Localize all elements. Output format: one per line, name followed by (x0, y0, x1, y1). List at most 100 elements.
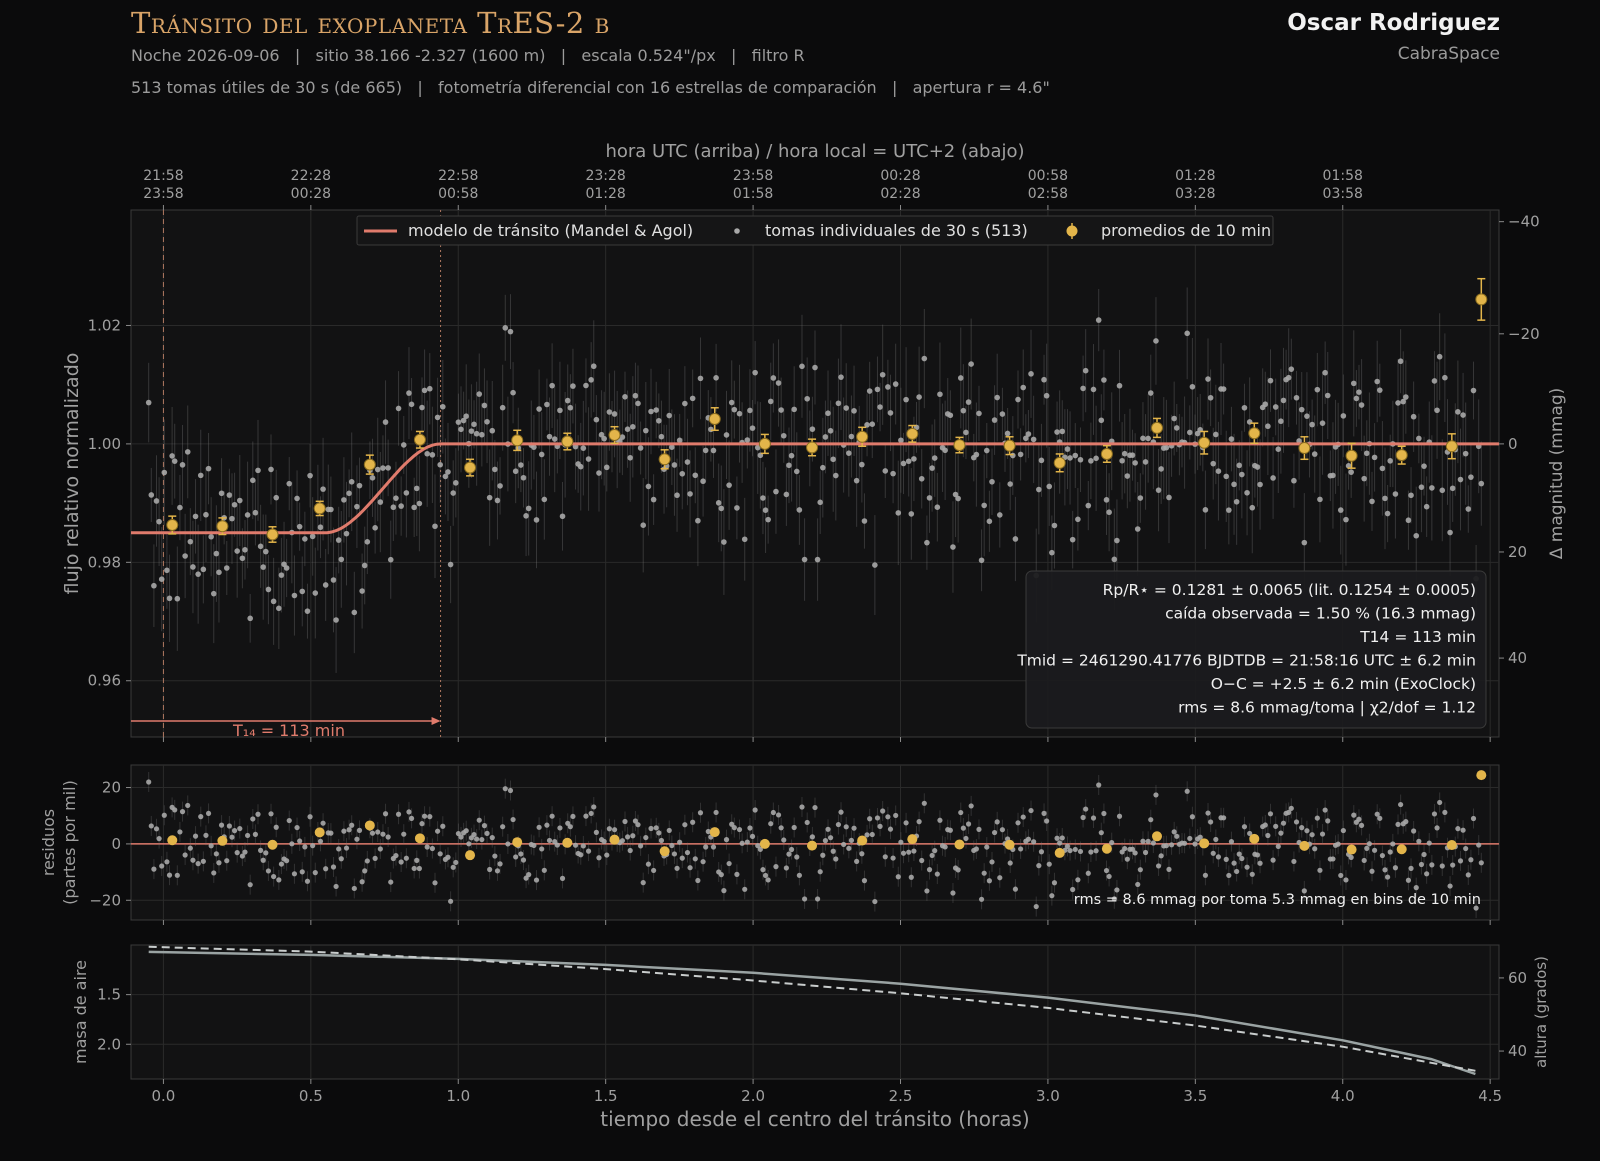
data-point (486, 494, 493, 501)
res-point (828, 835, 834, 841)
res-point (1208, 819, 1214, 825)
data-point (413, 485, 420, 492)
res-point (541, 867, 547, 873)
res-point (1434, 825, 1440, 831)
res-point (1273, 823, 1279, 829)
data-point (1395, 400, 1401, 406)
res-point (643, 834, 649, 841)
data-point (989, 478, 995, 485)
legend-frame (356, 215, 1274, 246)
res-point (578, 852, 584, 858)
data-point (533, 517, 540, 523)
data-point (551, 436, 558, 442)
res-point (195, 861, 201, 867)
res-point (606, 826, 612, 832)
data-point (179, 462, 186, 468)
y-right-axis-label: Δ magnitud (mmag) (1547, 388, 1567, 560)
data-point (637, 445, 644, 451)
res-point (963, 835, 969, 842)
data-point (1429, 485, 1435, 491)
res-point (1351, 812, 1357, 818)
data-point (1189, 383, 1196, 390)
data-point (1043, 392, 1050, 399)
data-point (682, 400, 688, 407)
data-point (156, 518, 162, 525)
res-point (1148, 817, 1154, 823)
data-point (957, 375, 964, 381)
res-point (1473, 905, 1479, 911)
res-point (1067, 847, 1073, 854)
res-point (310, 843, 316, 849)
data-point (557, 407, 563, 414)
res-point (1142, 849, 1149, 856)
data-point (294, 495, 300, 502)
data-point (1278, 418, 1284, 425)
data-point (1324, 392, 1331, 399)
res-bin-point (1054, 847, 1065, 858)
data-point (765, 516, 771, 523)
x-tick-label: 2.0 (741, 1087, 765, 1105)
res-point (1059, 835, 1065, 841)
data-point (1215, 468, 1222, 475)
stats-line: Rp/R⋆ = 0.1281 ± 0.0065 (lit. 0.1254 ± 0… (1103, 581, 1476, 599)
data-point (1410, 413, 1417, 420)
res-point (1153, 792, 1159, 798)
data-point (619, 434, 626, 440)
res-point (1408, 865, 1414, 871)
data-point (231, 501, 238, 508)
data-point (403, 490, 410, 496)
res-point (656, 830, 662, 836)
res-point (958, 809, 964, 816)
res-point (710, 844, 717, 850)
data-point (1317, 496, 1323, 503)
res-point (1020, 814, 1026, 820)
data-point (593, 416, 600, 423)
stats-line: T14 = 113 min (1359, 628, 1476, 646)
res-point (1077, 848, 1084, 855)
data-point (484, 418, 490, 425)
res-point (539, 846, 545, 852)
data-point (164, 567, 170, 574)
data-point (955, 495, 961, 502)
data-point (1163, 444, 1170, 451)
res-point (1299, 824, 1305, 831)
data-point (166, 595, 173, 602)
res-point (182, 852, 188, 858)
res-point (752, 807, 758, 813)
res-point (869, 831, 875, 838)
res-rms-annotation: rms = 8.6 mmag por toma 5.3 mmag en bins… (1074, 892, 1481, 908)
res-point (757, 846, 763, 852)
res-point (893, 812, 899, 819)
res-point (317, 838, 324, 844)
data-point (151, 582, 157, 589)
data-point (145, 399, 152, 406)
res-point (765, 877, 771, 883)
data-point (247, 615, 253, 622)
data-point (322, 582, 329, 588)
data-point (1080, 385, 1086, 392)
res-point (445, 854, 451, 860)
res-point (536, 824, 542, 830)
data-point (1293, 394, 1300, 401)
data-point (793, 468, 800, 475)
res-point (1317, 867, 1323, 873)
bin-point (1395, 449, 1408, 462)
data-point (1088, 458, 1094, 464)
res-point (1291, 858, 1297, 865)
res-point (906, 849, 912, 855)
data-point (205, 465, 212, 472)
res-point (1150, 840, 1156, 846)
res-point (312, 870, 318, 876)
legend-points-label: tomas individuales de 30 s (513) (765, 221, 1028, 240)
res-point (505, 841, 511, 847)
data-point (260, 564, 267, 570)
data-point (302, 536, 308, 542)
bin-point (561, 435, 574, 448)
bin-point (266, 528, 279, 541)
res-point (1135, 881, 1141, 888)
data-point (429, 452, 436, 458)
data-point (382, 419, 389, 425)
res-point (1140, 838, 1146, 844)
data-point (559, 513, 566, 520)
data-point (364, 539, 371, 545)
